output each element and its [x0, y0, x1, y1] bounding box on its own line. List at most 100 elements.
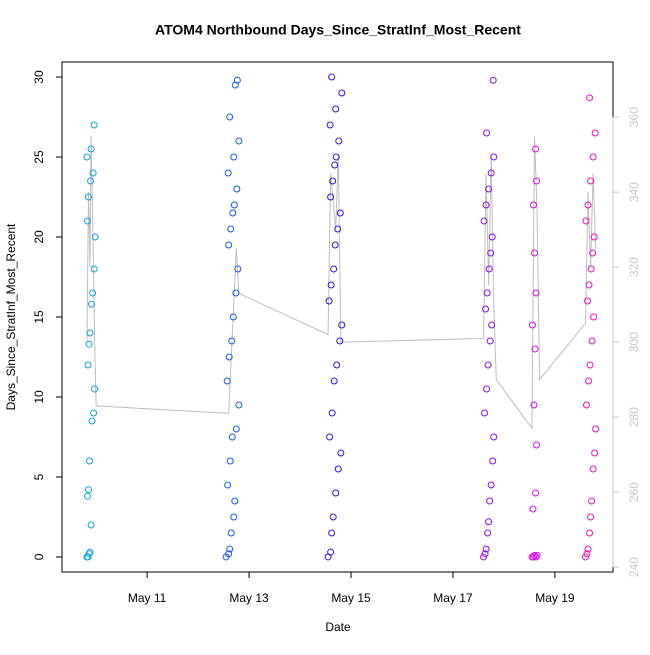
point — [91, 385, 99, 393]
point — [481, 409, 489, 417]
point — [90, 121, 98, 129]
point — [334, 225, 342, 233]
point — [87, 177, 95, 185]
point — [531, 551, 539, 559]
point — [228, 433, 236, 441]
point — [332, 489, 340, 497]
point — [225, 550, 233, 558]
point — [327, 281, 335, 289]
point — [480, 217, 488, 225]
point — [335, 137, 343, 145]
point — [330, 377, 338, 385]
point — [223, 377, 231, 385]
point — [529, 553, 537, 561]
point — [84, 361, 92, 369]
point — [482, 201, 490, 209]
point — [230, 201, 238, 209]
point — [590, 233, 598, 241]
point — [485, 518, 493, 526]
point — [584, 297, 592, 305]
point — [530, 401, 538, 409]
y-tick-label: 5 — [32, 473, 46, 480]
point — [227, 225, 235, 233]
point — [90, 409, 98, 417]
y2-tick-label: 260 — [627, 482, 641, 502]
point — [225, 353, 233, 361]
y-tick-label: 10 — [32, 390, 46, 404]
point — [584, 545, 592, 553]
point — [338, 89, 346, 97]
point — [87, 521, 95, 529]
point — [329, 513, 337, 521]
point — [83, 492, 91, 500]
point — [583, 550, 591, 558]
point — [487, 169, 495, 177]
point — [330, 265, 338, 273]
point — [338, 321, 346, 329]
point — [489, 457, 497, 465]
point — [587, 177, 595, 185]
point — [229, 209, 237, 217]
point — [582, 217, 590, 225]
point — [85, 550, 93, 558]
point — [532, 553, 540, 561]
point — [590, 313, 598, 321]
point — [83, 217, 91, 225]
y2-tick-label: 340 — [627, 182, 641, 202]
point — [89, 169, 97, 177]
y-tick-label: 15 — [32, 310, 46, 324]
point — [332, 105, 340, 113]
point — [233, 185, 241, 193]
point — [226, 457, 234, 465]
point — [531, 345, 539, 353]
point — [582, 401, 590, 409]
point — [331, 241, 339, 249]
point — [588, 337, 596, 345]
point — [331, 161, 339, 169]
point — [587, 265, 595, 273]
point — [585, 377, 593, 385]
point — [480, 553, 488, 561]
point — [531, 249, 539, 257]
point — [226, 545, 234, 553]
point — [528, 321, 536, 329]
y2-tick-label: 300 — [627, 332, 641, 352]
point — [232, 425, 240, 433]
point — [89, 289, 97, 297]
y-tick-label: 20 — [32, 230, 46, 244]
point — [484, 361, 492, 369]
point — [482, 545, 490, 553]
point — [484, 529, 492, 537]
point — [336, 337, 344, 345]
point — [532, 145, 540, 153]
point — [529, 201, 537, 209]
point — [227, 529, 235, 537]
point — [532, 289, 540, 297]
point — [234, 265, 242, 273]
point — [85, 193, 93, 201]
point — [532, 489, 540, 497]
point — [228, 337, 236, 345]
point — [88, 300, 96, 308]
point — [88, 417, 96, 425]
point — [231, 497, 239, 505]
x-tick-label: May 11 — [128, 591, 167, 605]
point — [229, 313, 237, 321]
point — [224, 169, 232, 177]
point — [86, 548, 94, 556]
point — [333, 361, 341, 369]
point — [232, 289, 240, 297]
x-tick-label: May 15 — [331, 591, 371, 605]
point — [589, 465, 597, 473]
point — [585, 281, 593, 289]
point — [224, 481, 232, 489]
point — [586, 94, 594, 102]
point — [230, 153, 238, 161]
point — [584, 201, 592, 209]
point — [328, 409, 336, 417]
point — [587, 513, 595, 521]
point — [85, 486, 93, 494]
y-axis-label: Days_Since_StratInf_Most_Recent — [4, 223, 18, 410]
point — [589, 153, 597, 161]
secondary-line — [86, 135, 597, 430]
